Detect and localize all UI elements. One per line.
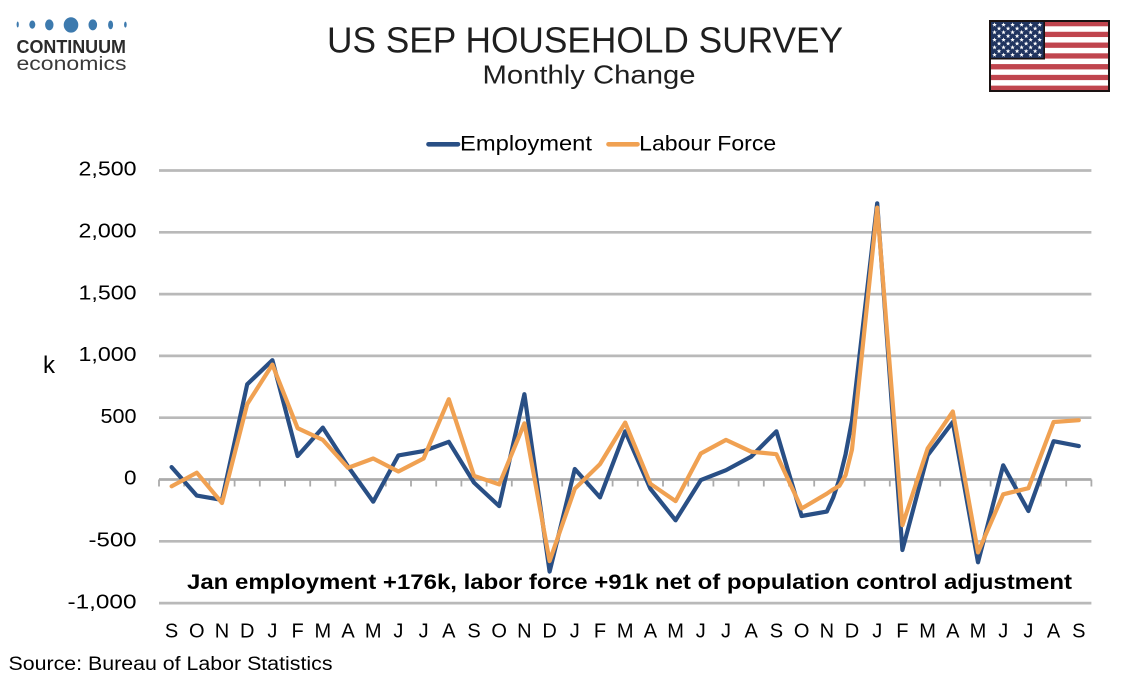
svg-text:M: M	[667, 621, 684, 643]
svg-text:F: F	[896, 621, 908, 643]
svg-text:M: M	[919, 621, 936, 643]
svg-text:Jan employment +176k, labor fo: Jan employment +176k, labor force +91k n…	[187, 570, 1072, 594]
svg-text:M: M	[970, 621, 987, 643]
svg-text:2,000: 2,000	[79, 221, 137, 243]
svg-text:1,000: 1,000	[79, 344, 137, 366]
svg-text:N: N	[215, 621, 229, 643]
svg-text:A: A	[745, 621, 759, 643]
svg-text:O: O	[491, 621, 507, 643]
svg-text:A: A	[341, 621, 355, 643]
svg-text:2,500: 2,500	[79, 159, 137, 181]
svg-text:D: D	[845, 621, 859, 643]
svg-text:S: S	[770, 621, 783, 643]
svg-text:J: J	[1023, 621, 1033, 643]
svg-text:S: S	[467, 621, 480, 643]
svg-text:F: F	[291, 621, 303, 643]
svg-text:Employment: Employment	[460, 133, 592, 156]
svg-text:D: D	[542, 621, 556, 643]
svg-text:O: O	[794, 621, 810, 643]
svg-text:J: J	[419, 621, 429, 643]
svg-text:A: A	[644, 621, 658, 643]
svg-text:S: S	[1072, 621, 1085, 643]
svg-text:J: J	[267, 621, 277, 643]
svg-text:-1,000: -1,000	[68, 591, 137, 613]
svg-text:A: A	[442, 621, 456, 643]
svg-text:J: J	[998, 621, 1008, 643]
svg-text:D: D	[240, 621, 254, 643]
svg-text:k: k	[43, 352, 56, 379]
svg-text:N: N	[517, 621, 531, 643]
svg-text:A: A	[1047, 621, 1061, 643]
svg-text:0: 0	[124, 468, 137, 490]
svg-text:M: M	[365, 621, 382, 643]
svg-text:S: S	[165, 621, 178, 643]
svg-text:1,500: 1,500	[79, 282, 137, 304]
svg-text:500: 500	[101, 406, 137, 428]
svg-text:US SEP HOUSEHOLD SURVEY: US SEP HOUSEHOLD SURVEY	[327, 20, 843, 61]
svg-text:O: O	[189, 621, 205, 643]
svg-text:Source: Bureau of Labor Statis: Source: Bureau of Labor Statistics	[9, 654, 333, 675]
svg-text:J: J	[696, 621, 706, 643]
svg-text:J: J	[393, 621, 403, 643]
svg-text:J: J	[721, 621, 731, 643]
svg-text:M: M	[314, 621, 331, 643]
svg-text:F: F	[594, 621, 606, 643]
svg-text:-500: -500	[89, 530, 137, 552]
svg-text:J: J	[570, 621, 580, 643]
svg-text:J: J	[872, 621, 882, 643]
svg-text:N: N	[820, 621, 834, 643]
svg-text:M: M	[617, 621, 634, 643]
svg-text:Labour Force: Labour Force	[639, 133, 776, 156]
svg-text:CONTINUUM: CONTINUUM	[17, 37, 127, 57]
svg-text:Monthly Change: Monthly Change	[483, 60, 696, 90]
svg-text:economics: economics	[17, 54, 127, 75]
svg-text:A: A	[946, 621, 960, 643]
